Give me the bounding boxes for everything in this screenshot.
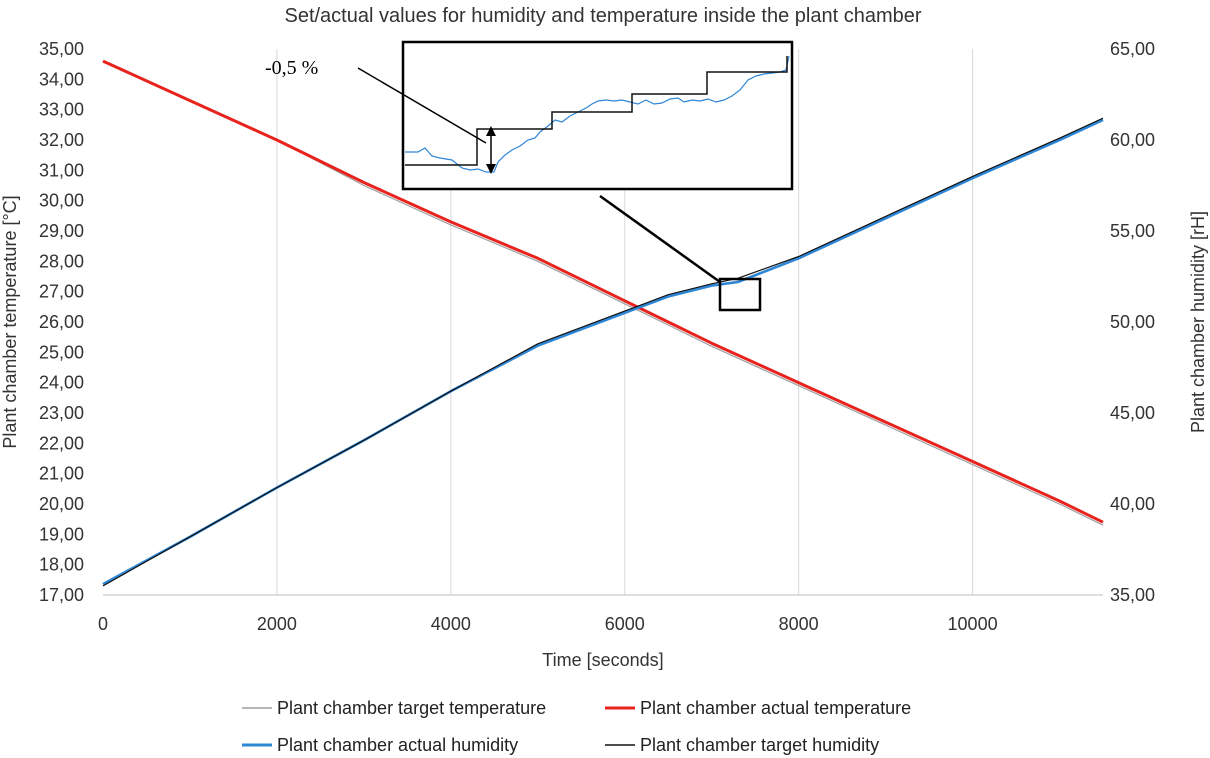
y-left-tick-label: 32,00 (39, 130, 84, 150)
y-right-tick-label: 60,00 (1110, 130, 1155, 150)
legend-label-target-humidity: Plant chamber target humidity (640, 735, 879, 755)
legend: Plant chamber target temperature Plant c… (242, 698, 911, 755)
inset-actual-humidity (405, 55, 790, 173)
y-left-tick-label: 22,00 (39, 433, 84, 453)
zoom-connector-line (599, 194, 721, 284)
y-right-tick-label: 65,00 (1110, 39, 1155, 59)
x-tick-label: 10000 (948, 614, 998, 634)
y-left-axis-label: Plant chamber temperature [°C] (0, 195, 20, 448)
x-tick-label: 6000 (605, 614, 645, 634)
y-right-ticks: 35,00 40,00 45,00 50,00 55,00 60,00 65,00 (1110, 39, 1155, 605)
x-tick-label: 2000 (257, 614, 297, 634)
inset-target-humidity (405, 56, 788, 166)
y-right-tick-label: 35,00 (1110, 585, 1155, 605)
y-left-tick-label: 31,00 (39, 160, 84, 180)
y-left-tick-label: 26,00 (39, 312, 84, 332)
inset-arrow-down-icon (486, 164, 496, 174)
y-right-tick-label: 45,00 (1110, 403, 1155, 423)
y-right-tick-label: 40,00 (1110, 494, 1155, 514)
chart-title: Set/actual values for humidity and tempe… (284, 5, 921, 27)
zoom-region-box (718, 277, 762, 312)
y-left-tick-label: 27,00 (39, 282, 84, 302)
y-left-tick-label: 25,00 (39, 342, 84, 362)
y-left-tick-label: 34,00 (39, 69, 84, 89)
series-line-3 (102, 117, 1104, 587)
y-left-tick-label: 20,00 (39, 494, 84, 514)
inset-arrow-up-icon (486, 126, 496, 136)
y-right-tick-label: 50,00 (1110, 312, 1155, 332)
y-left-tick-label: 24,00 (39, 373, 84, 393)
x-tick-label: 4000 (431, 614, 471, 634)
y-right-tick-label: 55,00 (1110, 221, 1155, 241)
series-layer (102, 59, 1104, 587)
y-right-axis-label: Plant chamber humidity [rH] (1188, 211, 1208, 433)
inset-frame (401, 40, 794, 191)
y-left-tick-label: 33,00 (39, 100, 84, 120)
y-left-tick-label: 28,00 (39, 251, 84, 271)
y-left-tick-label: 29,00 (39, 221, 84, 241)
y-left-ticks: 17,00 18,00 19,00 20,00 21,00 22,00 23,00 24,00… (39, 39, 84, 605)
annotation-text: -0,5 % (265, 57, 318, 79)
y-left-tick-label: 18,00 (39, 555, 84, 575)
x-ticks: 0 2000 4000 6000 8000 10000 (98, 614, 998, 634)
y-left-tick-label: 17,00 (39, 585, 84, 605)
x-axis-label: Time [seconds] (542, 650, 663, 670)
zoom-inset (401, 40, 794, 191)
x-tick-label: 8000 (779, 614, 819, 634)
y-left-tick-label: 19,00 (39, 524, 84, 544)
series-line-1 (102, 59, 1104, 524)
legend-label-actual-temperature: Plant chamber actual temperature (640, 698, 911, 718)
y-left-tick-label: 21,00 (39, 464, 84, 484)
y-left-tick-label: 30,00 (39, 191, 84, 211)
y-left-tick-label: 23,00 (39, 403, 84, 423)
y-left-tick-label: 35,00 (39, 39, 84, 59)
legend-label-target-temperature: Plant chamber target temperature (277, 698, 546, 718)
annotation-leader-line (357, 67, 487, 144)
x-tick-label: 0 (98, 614, 108, 634)
legend-label-actual-humidity: Plant chamber actual humidity (277, 735, 518, 755)
